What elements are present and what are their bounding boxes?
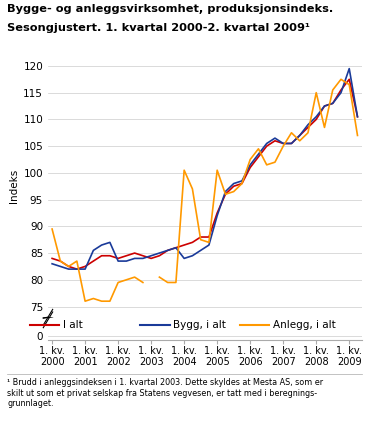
I alt	[240, 181, 244, 186]
Bygg, i alt	[108, 240, 112, 245]
I alt	[289, 141, 294, 146]
Bygg, i alt	[339, 90, 343, 95]
Bygg, i alt	[231, 181, 236, 186]
Bygg, i alt	[182, 256, 186, 261]
I alt	[355, 114, 360, 119]
Bygg, i alt	[273, 136, 277, 141]
Bygg, i alt	[240, 178, 244, 184]
Bygg, i alt	[306, 122, 310, 128]
Bygg, i alt	[124, 258, 128, 264]
Bygg, i alt	[289, 141, 294, 146]
I alt	[265, 144, 269, 149]
Bygg, i alt	[297, 133, 302, 138]
I alt	[256, 154, 261, 159]
I alt	[182, 243, 186, 248]
Line: I alt: I alt	[52, 79, 358, 269]
Anlegg, i alt	[83, 299, 87, 304]
Bygg, i alt	[223, 189, 228, 194]
I alt	[91, 258, 96, 264]
Text: Bygg, i alt: Bygg, i alt	[173, 320, 226, 330]
I alt	[248, 165, 252, 170]
I alt	[50, 256, 54, 261]
Y-axis label: Indeks: Indeks	[9, 169, 19, 203]
I alt	[281, 141, 286, 146]
Bygg, i alt	[83, 266, 87, 272]
Anlegg, i alt	[58, 258, 63, 264]
I alt	[215, 210, 220, 215]
Bygg, i alt	[199, 248, 203, 253]
I alt	[199, 235, 203, 240]
Anlegg, i alt	[50, 227, 54, 232]
Bygg, i alt	[149, 253, 154, 258]
I alt	[83, 264, 87, 269]
Bygg, i alt	[281, 141, 286, 146]
Bygg, i alt	[116, 258, 120, 264]
Text: Anlegg, i alt: Anlegg, i alt	[273, 320, 336, 330]
I alt	[314, 117, 318, 122]
I alt	[108, 253, 112, 258]
Bygg, i alt	[66, 266, 71, 272]
Bygg, i alt	[215, 213, 220, 218]
Anlegg, i alt	[99, 299, 104, 304]
Anlegg, i alt	[66, 264, 71, 269]
Bygg, i alt	[331, 101, 335, 106]
Bygg, i alt	[355, 114, 360, 119]
Bygg, i alt	[265, 141, 269, 146]
Anlegg, i alt	[124, 277, 128, 282]
I alt	[339, 88, 343, 93]
Bygg, i alt	[99, 243, 104, 248]
Bygg, i alt	[190, 253, 194, 258]
Anlegg, i alt	[91, 296, 96, 301]
I alt	[165, 248, 170, 253]
I alt	[99, 253, 104, 258]
I alt	[66, 264, 71, 269]
Bygg, i alt	[165, 248, 170, 253]
Anlegg, i alt	[108, 299, 112, 304]
I alt	[322, 104, 327, 109]
Bygg, i alt	[314, 114, 318, 119]
Bygg, i alt	[58, 264, 63, 269]
Text: Bygge- og anleggsvirksomhet, produksjonsindeks.: Bygge- og anleggsvirksomhet, produksjons…	[7, 4, 334, 14]
I alt	[124, 253, 128, 258]
I alt	[141, 253, 145, 258]
Line: Anlegg, i alt: Anlegg, i alt	[52, 229, 143, 301]
Bygg, i alt	[347, 66, 351, 71]
I alt	[207, 235, 211, 240]
Bygg, i alt	[132, 256, 137, 261]
Bygg, i alt	[207, 243, 211, 248]
I alt	[306, 125, 310, 130]
I alt	[231, 184, 236, 189]
I alt	[132, 250, 137, 255]
I alt	[347, 77, 351, 82]
I alt	[331, 101, 335, 106]
Bygg, i alt	[50, 261, 54, 266]
I alt	[149, 256, 154, 261]
Anlegg, i alt	[141, 280, 145, 285]
Anlegg, i alt	[75, 258, 79, 264]
Bygg, i alt	[256, 152, 261, 157]
Bygg, i alt	[91, 248, 96, 253]
I alt	[116, 256, 120, 261]
I alt	[297, 133, 302, 138]
I alt	[75, 266, 79, 272]
Bygg, i alt	[322, 104, 327, 109]
I alt	[157, 253, 162, 258]
Text: I alt: I alt	[63, 320, 83, 330]
Bygg, i alt	[141, 256, 145, 261]
I alt	[58, 258, 63, 264]
I alt	[223, 192, 228, 197]
Bygg, i alt	[248, 162, 252, 167]
Text: Sesongjustert. 1. kvartal 2000-2. kvartal 2009¹: Sesongjustert. 1. kvartal 2000-2. kvarta…	[7, 23, 310, 34]
I alt	[174, 245, 178, 250]
Line: Bygg, i alt: Bygg, i alt	[52, 68, 358, 269]
Anlegg, i alt	[132, 275, 137, 280]
Bygg, i alt	[174, 245, 178, 250]
I alt	[190, 240, 194, 245]
Bygg, i alt	[75, 266, 79, 272]
I alt	[273, 138, 277, 143]
Text: ¹ Brudd i anleggsindeksen i 1. kvartal 2003. Dette skyldes at Mesta AS, som er
s: ¹ Brudd i anleggsindeksen i 1. kvartal 2…	[7, 378, 324, 408]
Bygg, i alt	[157, 250, 162, 255]
Anlegg, i alt	[116, 280, 120, 285]
